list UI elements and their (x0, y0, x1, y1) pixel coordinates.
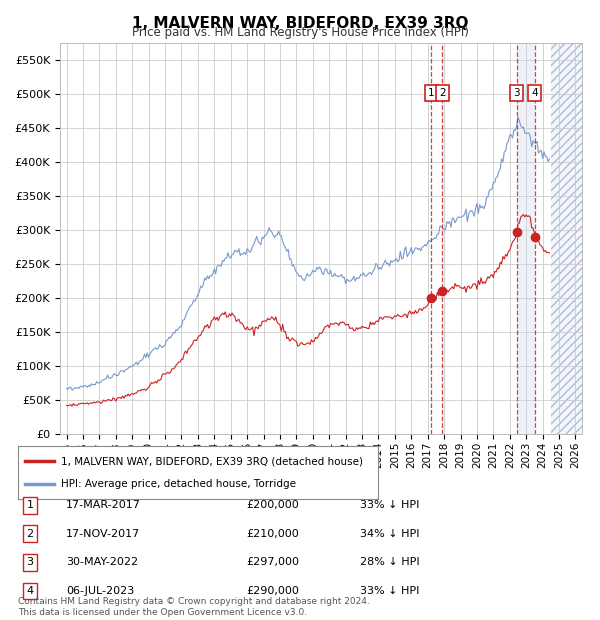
Text: HPI: Average price, detached house, Torridge: HPI: Average price, detached house, Torr… (61, 479, 296, 489)
Text: £210,000: £210,000 (246, 529, 299, 539)
Text: £200,000: £200,000 (246, 500, 299, 510)
Text: 1: 1 (428, 88, 434, 98)
Text: 4: 4 (531, 88, 538, 98)
Text: 1, MALVERN WAY, BIDEFORD, EX39 3RQ: 1, MALVERN WAY, BIDEFORD, EX39 3RQ (132, 16, 468, 30)
Bar (517, 43, 535, 434)
Text: £290,000: £290,000 (246, 586, 299, 596)
Text: 33% ↓ HPI: 33% ↓ HPI (360, 500, 419, 510)
Text: 1, MALVERN WAY, BIDEFORD, EX39 3RQ (detached house): 1, MALVERN WAY, BIDEFORD, EX39 3RQ (deta… (61, 456, 363, 466)
Text: 17-MAR-2017: 17-MAR-2017 (66, 500, 141, 510)
Text: 1: 1 (26, 500, 34, 510)
Text: 28% ↓ HPI: 28% ↓ HPI (360, 557, 419, 567)
Text: £297,000: £297,000 (246, 557, 299, 567)
Text: 34% ↓ HPI: 34% ↓ HPI (360, 529, 419, 539)
Text: 17-NOV-2017: 17-NOV-2017 (66, 529, 140, 539)
Text: 4: 4 (26, 586, 34, 596)
Text: 33% ↓ HPI: 33% ↓ HPI (360, 586, 419, 596)
Text: 3: 3 (513, 88, 520, 98)
Text: Price paid vs. HM Land Registry's House Price Index (HPI): Price paid vs. HM Land Registry's House … (131, 26, 469, 39)
Text: 3: 3 (26, 557, 34, 567)
Bar (551, 43, 582, 434)
Text: Contains HM Land Registry data © Crown copyright and database right 2024.
This d: Contains HM Land Registry data © Crown c… (18, 598, 370, 617)
Text: 06-JUL-2023: 06-JUL-2023 (66, 586, 134, 596)
Text: 2: 2 (26, 529, 34, 539)
Text: 30-MAY-2022: 30-MAY-2022 (66, 557, 138, 567)
Bar (551, 43, 582, 434)
Text: 2: 2 (439, 88, 445, 98)
